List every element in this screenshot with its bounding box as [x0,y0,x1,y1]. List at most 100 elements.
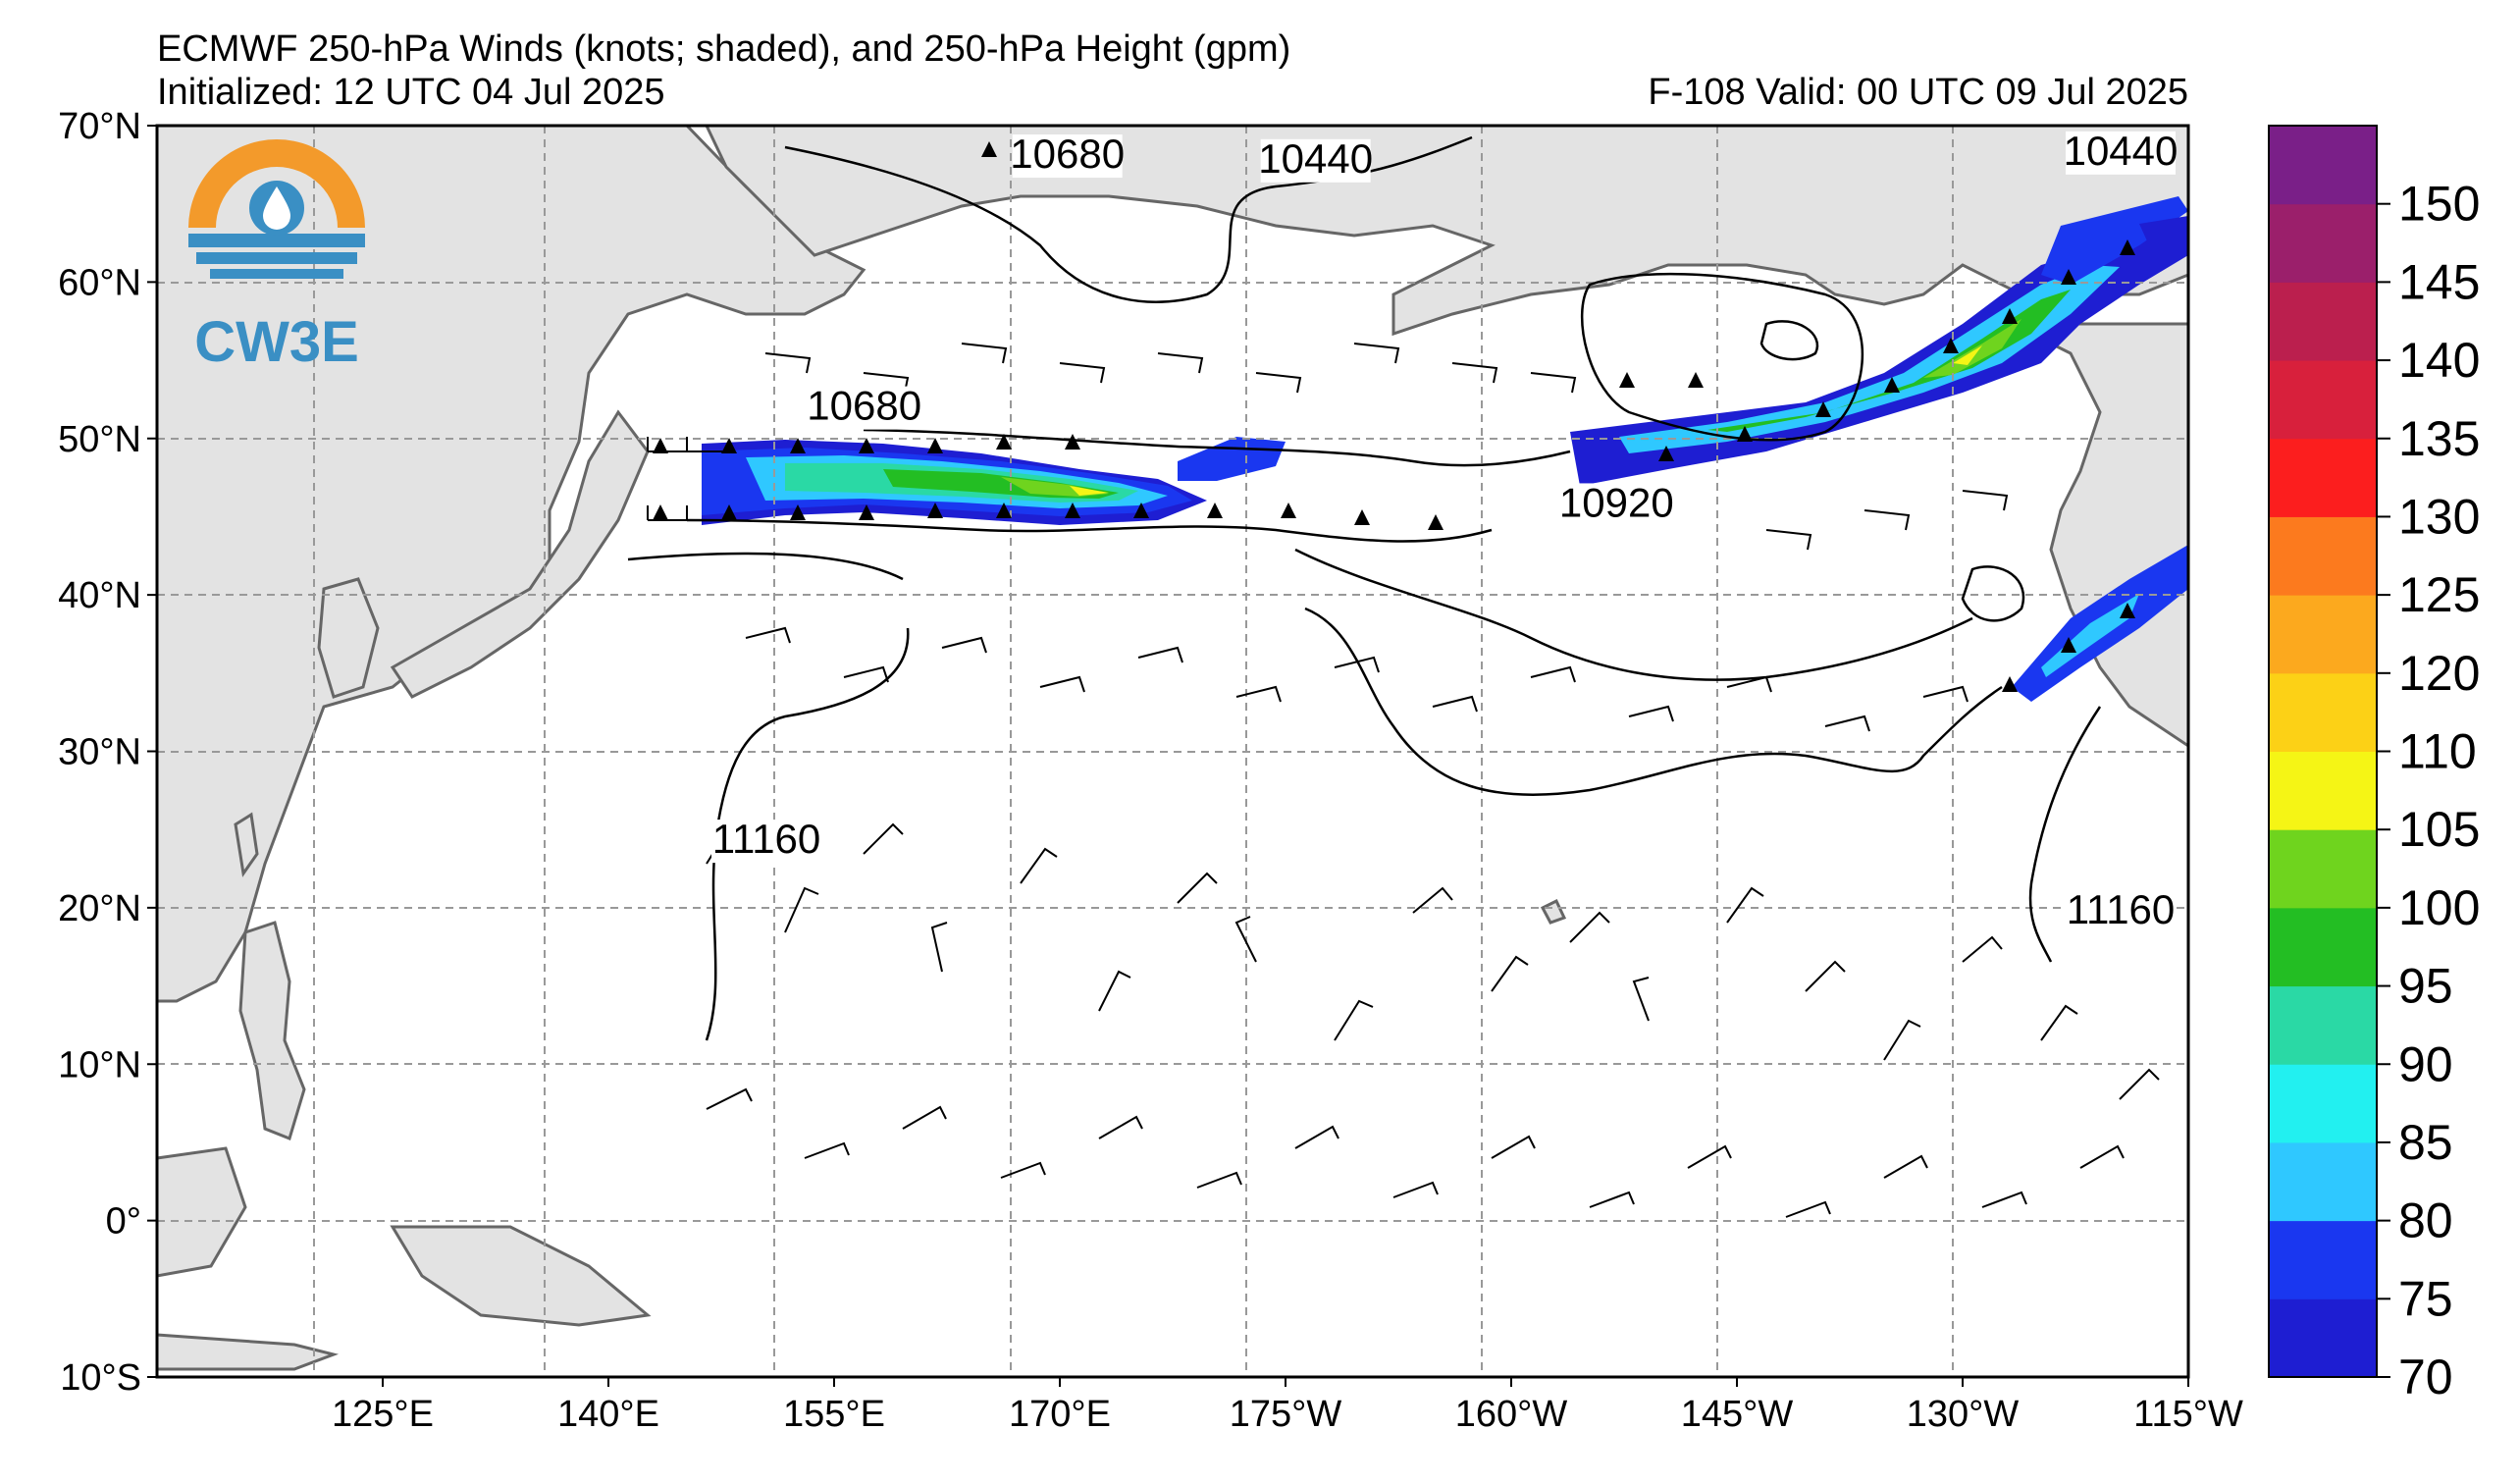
colorbar-segment [2269,203,2377,283]
colorbar-segment [2269,751,2377,830]
land-layer [155,124,2190,1371]
lon-tick-label: 160°W [1455,1394,1568,1435]
colorbar-tick-label: 105 [2398,802,2480,857]
contour-label: 11160 [712,816,821,862]
contour-small-low [1759,320,1819,361]
graticule [157,126,2188,1377]
colorbar-tick-label: 110 [2398,724,2477,779]
jet-northwest-coast [2139,216,2188,245]
lat-tick-label: 30°N [58,732,141,773]
colorbar-segment [2269,282,2377,361]
contour-label-background [2066,131,2176,175]
contour-label-background [1012,134,1123,179]
colorbar-segment [2269,1141,2377,1222]
colorbar-tick-label: 85 [2398,1115,2453,1170]
cw3e-logo: CW3E [188,139,365,374]
contour-11160-west [705,627,910,1041]
colorbar-tick-label: 150 [2398,177,2480,232]
logo-wave-2 [196,252,357,264]
colorbar-segment [2269,829,2377,909]
colorbar-tick-label: 95 [2398,959,2453,1014]
colorbar-segment [2269,360,2377,440]
contour-ridge-west [627,552,904,581]
colorbar-tick-label: 90 [2398,1036,2453,1091]
longitude-tick-labels: 125°E 140°E 155°E 170°E 175°W 160°W 145°W 130°W… [332,1377,2243,1435]
lon-tick-label: 175°W [1230,1394,1342,1435]
contour-11160-east [2028,706,2102,963]
korea-landmass [317,577,380,699]
colorbar-segment [2269,595,2377,674]
lon-tick-label: 115°W [2133,1394,2243,1435]
contour-label: 11160 [2067,886,2176,932]
colorbar-tick-label: 100 [2398,880,2480,935]
droplet-icon [263,186,290,230]
contour-10920 [686,518,1493,543]
lon-tick-label: 140°E [557,1394,659,1435]
new-guinea-landmass [390,1225,652,1327]
hawaii-islands [1540,898,1567,925]
contour-label-background [1260,138,1371,183]
initialized-label: Initialized: 12 UTC 04 Jul 2025 [157,72,665,113]
logo-wave-1 [188,234,365,247]
colorbar-tick-label: 75 [2398,1271,2453,1326]
logo-sun-arc [188,139,365,228]
contour-10920-north [863,428,1571,467]
contour-label: 10920 [1559,479,1674,525]
contour-alaska-low [1581,272,1864,442]
lat-tick-label: 70°N [58,106,141,147]
map-panel: 10680 10440 10440 10680 10920 11160 11160 [155,124,2190,1379]
colorbar-segment [2269,126,2377,205]
logo-text: CW3E [194,310,359,374]
wind-barbs [647,343,2160,1218]
jet-nw-america-outer [2041,196,2188,285]
colorbar-tick-label: 145 [2398,254,2480,309]
colorbar-tick-label: 125 [2398,567,2480,622]
lat-tick-label: 0° [106,1201,141,1243]
jet-patch-central [1178,437,1286,481]
contour-label-background [711,820,821,864]
jet-california-cyan [2041,594,2139,677]
colorbar-tick-label: 130 [2398,489,2480,544]
colorbar-tick-label: 140 [2398,333,2480,388]
wind-pennants [653,141,2135,692]
colorbar-tick-label: 80 [2398,1193,2453,1248]
wind-shading-layer [702,196,2188,702]
colorbar-tick-label: 120 [2398,646,2480,701]
lat-tick-label: 10°N [58,1044,141,1086]
jet-core-west-yellow [1070,486,1109,496]
colorbar-segment [2269,907,2377,987]
jet-core-east-yellow [1953,345,1982,365]
contour-ridge-mid [1294,548,1973,681]
lat-tick-label: 10°S [60,1357,141,1399]
philippines-landmass [238,921,306,1141]
lat-tick-label: 20°N [58,888,141,929]
colorbar-tick-label: 135 [2398,411,2480,466]
contour-label: 10680 [1010,131,1125,177]
taiwan-landmass [234,812,259,877]
lon-tick-label: 170°E [1009,1394,1111,1435]
lat-tick-label: 40°N [58,575,141,616]
contour-label-background [2066,889,2176,933]
lat-tick-label: 50°N [58,419,141,460]
colorbar-segment [2269,516,2377,596]
contour-label-background [1561,483,1672,527]
colorbar-segment [2269,1220,2377,1299]
contour-label: 10440 [2064,128,2179,174]
valid-label: F-108 Valid: 00 UTC 09 Jul 2025 [1648,72,2188,113]
contour-label-background [809,386,919,430]
colorbar-segment [2269,438,2377,517]
latitude-tick-labels: 70°N 60°N 50°N 40°N 30°N 20°N 10°N 0° 10°S [58,106,157,1399]
jet-core-east-lime [1923,319,2021,378]
lon-tick-label: 155°E [783,1394,885,1435]
colorbar-segment [2269,672,2377,752]
colorbar-segment [2269,1298,2377,1378]
colorbar-tick-label: 70 [2398,1350,2453,1404]
contour-label: 10440 [1258,135,1373,182]
lon-tick-label: 130°W [1907,1394,2020,1435]
contour-labels: 10680 10440 10440 10680 10920 11160 11160 [711,128,2178,933]
colorbar-segment [2269,1064,2377,1143]
lon-tick-label: 125°E [332,1394,434,1435]
figure-title: ECMWF 250-hPa Winds (knots; shaded), and… [157,28,1290,70]
colorbar-segment [2269,985,2377,1065]
